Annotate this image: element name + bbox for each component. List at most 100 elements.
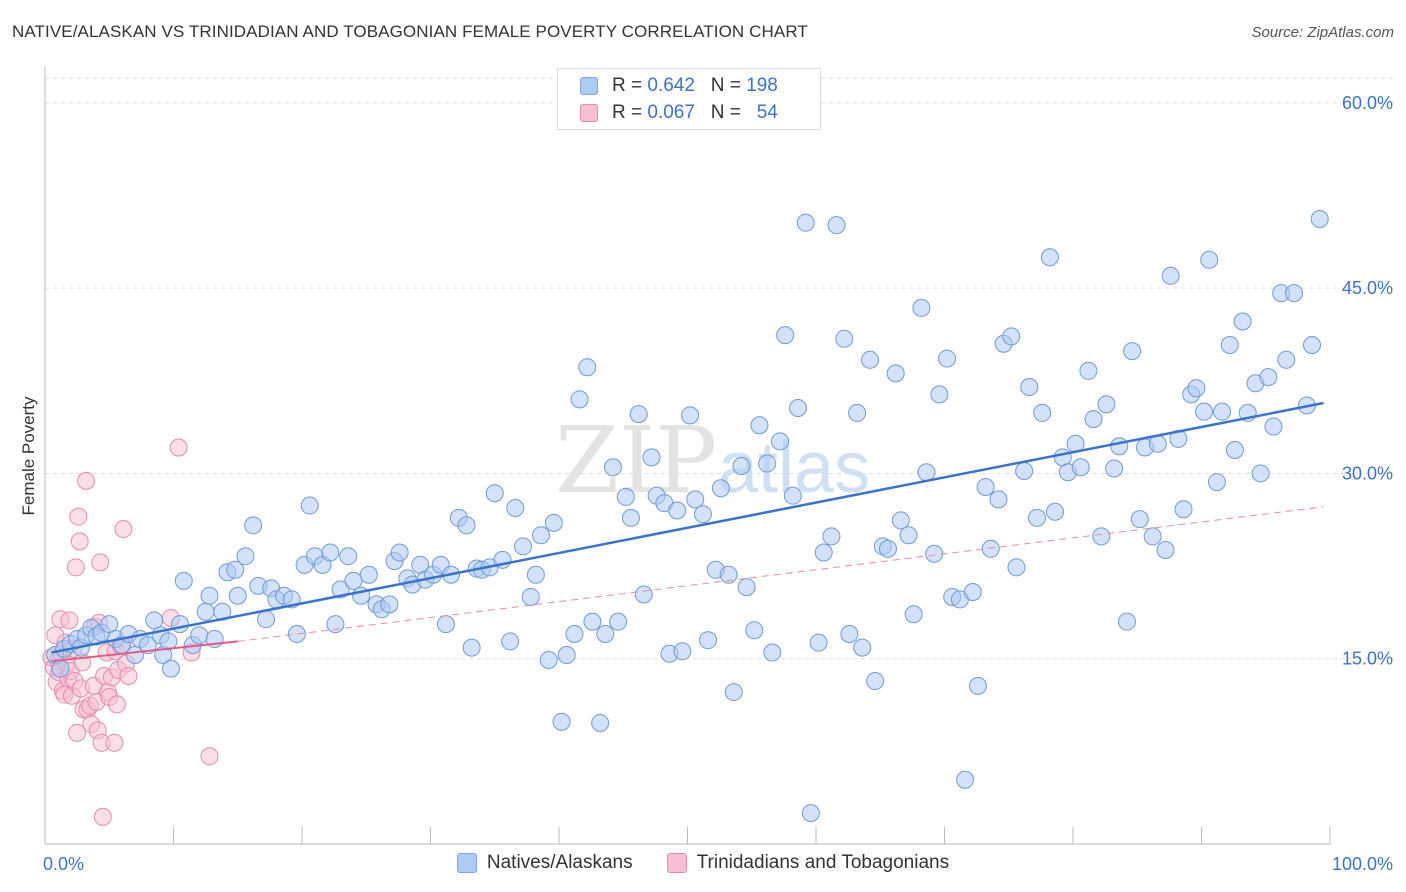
data-point-natives — [557, 646, 576, 665]
data-point-natives — [1303, 335, 1322, 354]
legend-n-value: 198 — [746, 75, 778, 96]
data-point-natives — [981, 539, 1000, 558]
data-point-natives — [789, 398, 808, 417]
legend-item-trinidadians[interactable]: Trinidadians and Tobagonians — [666, 852, 949, 874]
data-point-natives — [1046, 502, 1065, 521]
data-point-trinidadians — [119, 667, 138, 686]
data-point-natives — [711, 479, 730, 498]
data-point-natives — [1264, 417, 1283, 436]
legend-r-value: 0.642 — [647, 75, 695, 96]
data-point-natives — [963, 583, 982, 602]
data-point-natives — [848, 403, 867, 422]
data-point-natives — [904, 605, 923, 624]
data-point-natives — [228, 586, 247, 605]
data-point-natives — [287, 625, 306, 644]
data-point-natives — [642, 448, 661, 467]
data-point-natives — [506, 499, 525, 518]
data-point-natives — [771, 432, 790, 451]
x-tick-label: 100.0% — [1332, 854, 1393, 874]
data-point-natives — [138, 636, 157, 655]
data-point-natives — [886, 364, 905, 383]
data-point-natives — [681, 406, 700, 425]
data-point-natives — [796, 213, 815, 232]
data-point-trinidadians — [68, 723, 87, 742]
data-point-natives — [1015, 461, 1034, 480]
data-point-trinidadians — [107, 695, 126, 714]
series-natives-points — [46, 209, 1329, 823]
y-tick-label: 30.0% — [1342, 463, 1393, 483]
chart-title: NATIVE/ALASKAN VS TRINIDADIAN AND TOBAGO… — [12, 22, 808, 41]
data-point-natives — [1020, 377, 1039, 396]
data-point-natives — [668, 501, 687, 520]
y-tick-label: 60.0% — [1342, 93, 1393, 113]
watermark: ZIP atlas — [555, 407, 870, 514]
data-point-natives — [673, 642, 692, 661]
data-point-natives — [1277, 350, 1296, 369]
data-point-natives — [125, 646, 144, 665]
x-tick-label: 0.0% — [43, 854, 84, 874]
legend-label-natives: Natives/Alaskans — [486, 852, 633, 873]
data-point-natives — [938, 349, 957, 368]
data-point-natives — [1143, 527, 1162, 546]
data-point-natives — [100, 615, 119, 634]
data-point-natives — [300, 496, 319, 515]
data-point-natives — [1033, 403, 1052, 422]
legend-n-value: 54 — [756, 102, 778, 123]
data-point-natives — [1233, 312, 1252, 331]
trend-line-trinidadians — [51, 640, 238, 663]
data-point-natives — [1002, 327, 1021, 346]
data-point-natives — [344, 571, 363, 590]
data-point-natives — [159, 632, 178, 651]
data-point-natives — [1130, 510, 1149, 529]
data-point-natives — [835, 329, 854, 348]
data-point-natives — [1195, 402, 1214, 421]
data-point-trinidadians — [69, 507, 88, 526]
y-tick-label: 45.0% — [1342, 278, 1393, 298]
axes — [44, 66, 1331, 845]
data-point-natives — [359, 565, 378, 584]
data-point-natives — [809, 633, 828, 652]
data-point-natives — [1105, 459, 1124, 478]
data-point-natives — [1207, 473, 1226, 492]
data-point-natives — [436, 615, 455, 634]
data-point-natives — [1040, 248, 1059, 267]
legend-swatch-natives — [580, 77, 598, 95]
data-point-natives — [244, 516, 263, 535]
data-point-natives — [891, 511, 910, 530]
data-point-natives — [750, 416, 769, 435]
data-point-natives — [1251, 464, 1270, 483]
data-point-natives — [578, 358, 597, 377]
data-point-natives — [1220, 335, 1239, 354]
data-point-natives — [899, 526, 918, 545]
data-point-natives — [616, 487, 635, 506]
data-point-natives — [956, 770, 975, 789]
data-point-natives — [878, 539, 897, 558]
data-point-trinidadians — [105, 733, 124, 752]
data-point-natives — [596, 625, 615, 644]
data-point-natives — [801, 804, 820, 823]
trend-line-natives — [51, 401, 1324, 654]
data-point-natives — [853, 638, 872, 657]
data-point-natives — [321, 543, 340, 562]
data-point-natives — [526, 565, 545, 584]
data-point-natives — [145, 611, 164, 630]
data-point-natives — [161, 659, 180, 678]
data-point-natives — [485, 484, 504, 503]
data-point-natives — [866, 671, 885, 690]
data-point-natives — [457, 516, 476, 535]
legend-item-natives[interactable]: Natives/Alaskans — [456, 852, 633, 874]
data-point-natives — [1092, 527, 1111, 546]
data-point-natives — [514, 537, 533, 556]
legend-row-trinidadians: R = 0.067 N = 54 — [580, 100, 778, 126]
legend-swatch-natives — [456, 853, 477, 873]
data-point-natives — [583, 612, 602, 631]
data-point-natives — [1259, 368, 1278, 387]
data-point-natives — [1285, 284, 1304, 303]
data-point-natives — [732, 457, 751, 476]
data-point-natives — [521, 587, 540, 606]
data-point-natives — [686, 490, 705, 509]
data-point-natives — [840, 625, 859, 644]
trend-lines — [51, 401, 1324, 663]
tick-labels: 15.0% 30.0% 45.0% 60.0% 0.0% 100.0% — [43, 93, 1393, 874]
